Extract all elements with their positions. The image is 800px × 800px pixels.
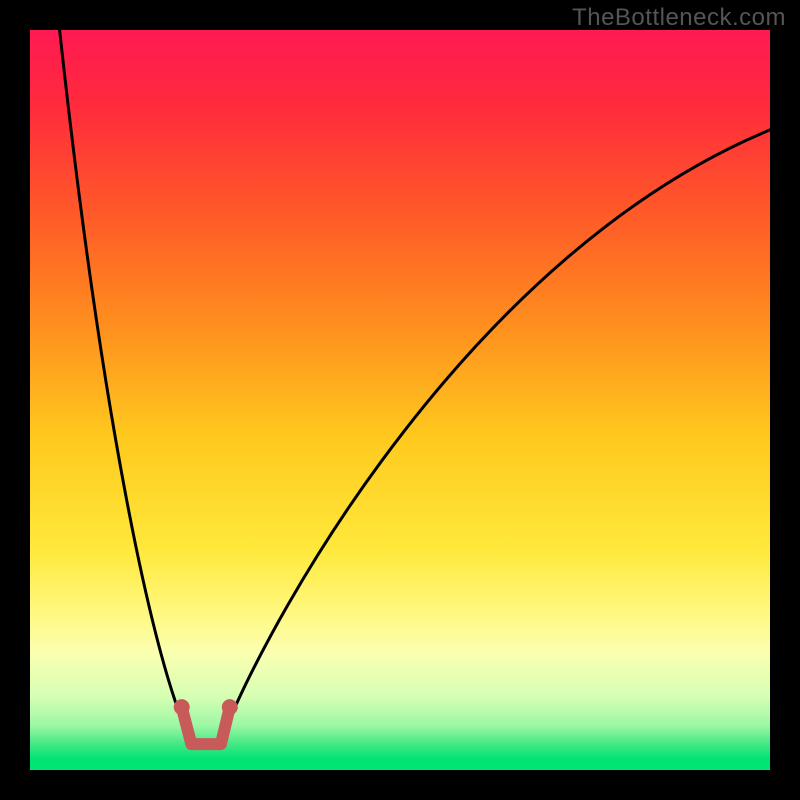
marker-dot [174, 699, 190, 715]
watermark-text: TheBottleneck.com [572, 4, 786, 32]
marker-dot [222, 699, 238, 715]
chart-svg [0, 0, 800, 800]
gradient-background [30, 30, 770, 770]
plot-area [30, 30, 770, 770]
chart-stage: TheBottleneck.com [0, 0, 800, 800]
